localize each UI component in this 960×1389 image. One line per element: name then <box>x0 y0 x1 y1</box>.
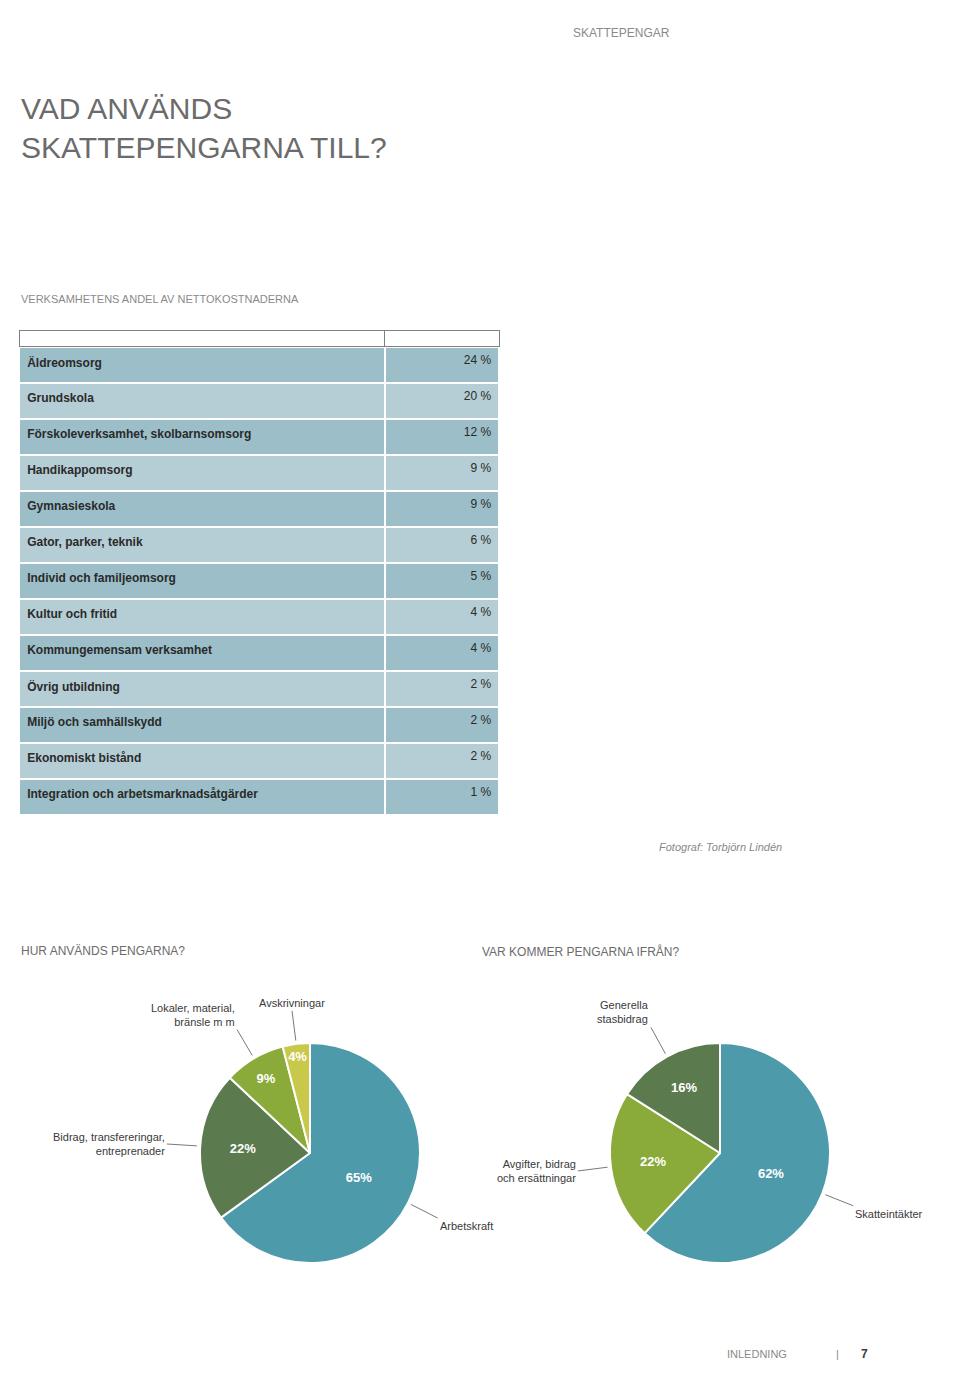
svg-text:Förskoleverksamhet, skolbarnso: Förskoleverksamhet, skolbarnsomsorg <box>27 427 251 441</box>
svg-text:INLEDNING: INLEDNING <box>727 1348 787 1360</box>
svg-text:4%: 4% <box>288 1049 307 1064</box>
svg-text:4 %: 4 % <box>471 605 492 619</box>
svg-text:Arbetskraft: Arbetskraft <box>440 1220 493 1232</box>
svg-text:Fotograf: Torbjörn Lindén: Fotograf: Torbjörn Lindén <box>659 841 782 853</box>
svg-text:Kommungemensam verksamhet: Kommungemensam verksamhet <box>27 643 212 657</box>
svg-text:Gator, parker, teknik: Gator, parker, teknik <box>27 535 143 549</box>
svg-text:Bidrag, transfereringar,entrep: Bidrag, transfereringar,entreprenader <box>53 1131 165 1157</box>
svg-text:22%: 22% <box>640 1154 666 1169</box>
svg-text:9 %: 9 % <box>471 461 492 475</box>
svg-text:Individ och familjeomsorg: Individ och familjeomsorg <box>27 571 176 585</box>
svg-text:Gymnasieskola: Gymnasieskola <box>27 499 115 513</box>
svg-text:Avgifter, bidragoch ersättning: Avgifter, bidragoch ersättningar <box>497 1158 576 1184</box>
svg-text:Grundskola: Grundskola <box>27 391 94 405</box>
svg-text:7: 7 <box>861 1347 868 1361</box>
svg-text:Äldreomsorg: Äldreomsorg <box>27 355 102 370</box>
svg-text:6 %: 6 % <box>471 533 492 547</box>
svg-text:Lokaler, material,bränsle m m: Lokaler, material,bränsle m m <box>151 1002 235 1028</box>
svg-text:|: | <box>836 1348 839 1360</box>
svg-text:Avskrivningar: Avskrivningar <box>259 997 325 1009</box>
svg-text:65%: 65% <box>346 1170 372 1185</box>
svg-text:2 %: 2 % <box>471 677 492 691</box>
svg-text:VAD ANVÄNDSSKATTEPENGARNA TILL: VAD ANVÄNDSSKATTEPENGARNA TILL? <box>21 92 387 164</box>
svg-text:2 %: 2 % <box>471 713 492 727</box>
svg-text:2 %: 2 % <box>471 749 492 763</box>
svg-text:16%: 16% <box>671 1080 697 1095</box>
svg-text:62%: 62% <box>758 1166 784 1181</box>
svg-text:Handikappomsorg: Handikappomsorg <box>27 463 132 477</box>
svg-text:VERKSAMHETENS ANDEL AV NETTOKO: VERKSAMHETENS ANDEL AV NETTOKOSTNADERNA <box>21 293 299 305</box>
svg-text:22%: 22% <box>230 1141 256 1156</box>
svg-text:12 %: 12 % <box>464 425 492 439</box>
svg-text:9%: 9% <box>257 1071 276 1086</box>
svg-text:Ekonomiskt bistånd: Ekonomiskt bistånd <box>27 751 141 765</box>
svg-text:20 %: 20 % <box>464 389 492 403</box>
svg-text:4 %: 4 % <box>471 641 492 655</box>
svg-text:HUR ANVÄNDS PENGARNA?: HUR ANVÄNDS PENGARNA? <box>21 944 185 958</box>
svg-text:VAR KOMMER PENGARNA IFRÅN?: VAR KOMMER PENGARNA IFRÅN? <box>482 944 679 959</box>
svg-text:Generellastasbidrag: Generellastasbidrag <box>597 999 649 1025</box>
svg-text:Övrig utbildning: Övrig utbildning <box>27 679 120 694</box>
svg-text:1 %: 1 % <box>471 785 492 799</box>
svg-text:Miljö och samhällskydd: Miljö och samhällskydd <box>27 715 162 729</box>
svg-text:SKATTEPENGAR: SKATTEPENGAR <box>573 26 670 40</box>
svg-text:5 %: 5 % <box>471 569 492 583</box>
svg-text:9 %: 9 % <box>471 497 492 511</box>
svg-text:24 %: 24 % <box>464 353 492 367</box>
svg-text:Kultur och fritid: Kultur och fritid <box>27 607 117 621</box>
svg-text:Integration och arbetsmarknads: Integration och arbetsmarknadsåtgärder <box>27 787 258 801</box>
svg-text:Skatteintäkter: Skatteintäkter <box>855 1208 923 1220</box>
